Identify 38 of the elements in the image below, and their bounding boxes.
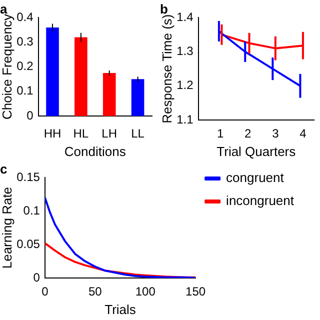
x-axis-title: Trial Quarters — [216, 144, 296, 159]
y-axis-title: Learning Rate — [0, 186, 14, 269]
bar — [131, 79, 144, 116]
y-tick-label: 0.15 — [16, 170, 40, 184]
x-tick-label: 3 — [272, 126, 280, 141]
x-tick-label: LH — [102, 126, 118, 141]
legend-label: congruent — [226, 170, 284, 186]
bar — [102, 72, 116, 116]
x-tick-label: HH — [44, 126, 62, 141]
legend-label: incongruent — [226, 193, 294, 208]
x-tick-label: 100 — [135, 284, 156, 299]
x-tick-label: 150 — [186, 284, 206, 299]
x-tick-label: LL — [131, 126, 145, 141]
chart-title: b — [160, 1, 168, 16]
x-tick-label: HL — [73, 126, 89, 141]
y-tick-label: 1.2 — [176, 78, 194, 92]
y-tick-label: 0.1 — [23, 203, 40, 218]
y-tick-label: 0 — [26, 108, 34, 122]
x-tick-label: 4 — [300, 126, 307, 141]
y-tick-label: 0 — [33, 270, 40, 284]
y-tick-label: 0.1 — [16, 84, 34, 98]
y-tick-label: 1.4 — [176, 10, 194, 24]
x-tick-label: 2 — [244, 126, 252, 141]
y-axis-title: Response Time (s) — [159, 14, 174, 124]
y-tick-label: 0.05 — [16, 236, 40, 251]
chart-title: c — [0, 161, 8, 176]
x-tick-label: 1 — [216, 126, 224, 141]
bar — [74, 37, 88, 116]
x-axis-title: Conditions — [64, 144, 126, 159]
bar — [46, 27, 59, 116]
y-tick-label: 1.3 — [176, 44, 194, 58]
x-axis-title: Trials — [104, 302, 136, 317]
y-tick-label: 0.2 — [16, 59, 34, 74]
y-tick-label: 0.4 — [16, 10, 34, 24]
x-tick-label: 50 — [88, 284, 102, 299]
y-tick-label: 1.1 — [176, 112, 194, 126]
y-tick-label: 0.3 — [16, 34, 34, 49]
y-axis-title: Choice Frequency — [0, 14, 14, 120]
